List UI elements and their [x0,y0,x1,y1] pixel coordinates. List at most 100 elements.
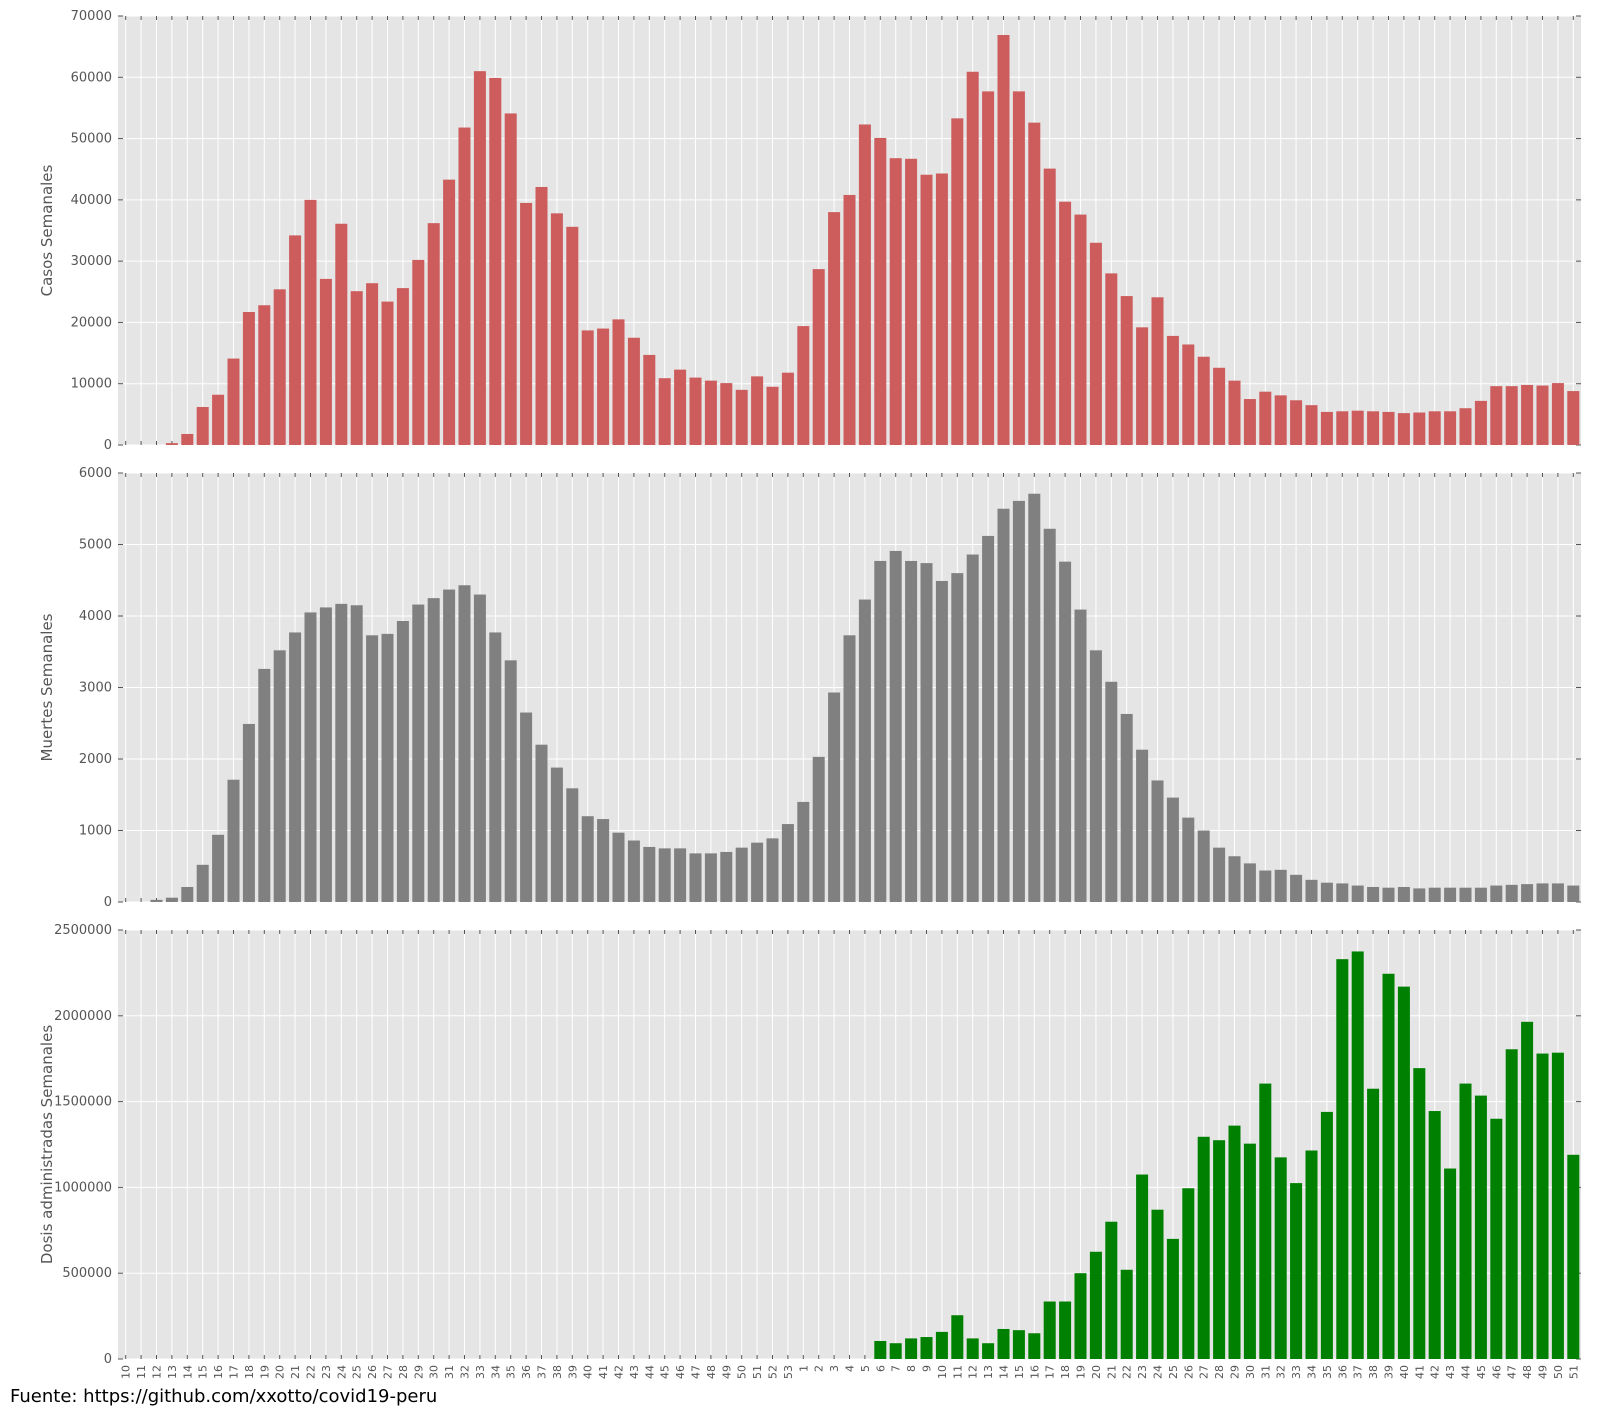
x-tick-label: 48 [1521,1365,1534,1379]
bar-dosis-80 [1351,951,1364,1359]
bar-casos-65 [1120,296,1133,445]
bar-casos-94 [1567,391,1580,445]
bar-dosis-90 [1505,1049,1518,1359]
x-tick-label: 36 [1336,1365,1349,1379]
bar-dosis-89 [1490,1118,1503,1359]
bar-muertes-33 [627,840,640,902]
x-tick-label: 53 [782,1365,795,1379]
x-tick-label: 33 [1290,1365,1303,1379]
bar-casos-46 [828,212,841,445]
chart-panel-muertes: 0 1000 2000 3000 4000 5000 6000 Muertes Semanal… [38,466,1581,910]
bar-casos-58 [1012,91,1025,445]
bar-casos-19 [412,259,425,445]
bar-dosis-88 [1474,1095,1487,1359]
bar-muertes-88 [1474,887,1487,902]
bar-dosis-78 [1320,1111,1333,1359]
bar-muertes-23 [473,594,486,902]
x-tick-label: 34 [1306,1365,1319,1379]
bar-casos-77 [1305,405,1318,445]
bar-dosis-74 [1259,1083,1272,1359]
x-tick-label: 21 [1105,1365,1118,1379]
x-tick-label: 20 [1090,1365,1103,1379]
x-tick-label: 23 [320,1365,333,1379]
x-tick-label: 46 [674,1365,687,1379]
bar-casos-64 [1105,273,1118,445]
bar-casos-28 [550,213,563,445]
x-tick-label: 2 [813,1365,826,1372]
bar-dosis-91 [1521,1021,1534,1359]
bar-casos-36 [674,369,687,445]
bar-casos-60 [1043,168,1056,445]
y-tick-label: 70000 [71,9,112,24]
bar-dosis-63 [1089,1251,1102,1359]
x-tick-label: 28 [397,1365,410,1379]
bar-dosis-69 [1182,1188,1195,1359]
bar-muertes-82 [1382,887,1395,902]
x-tick-label: 40 [582,1365,595,1379]
bar-casos-89 [1490,386,1503,445]
y-axis-title: Dosis administradas Semanales [38,1025,56,1264]
y-tick-label: 50000 [71,132,112,147]
bar-dosis-75 [1274,1157,1287,1359]
bar-muertes-10 [273,650,286,902]
y-tick-label: 2500000 [54,923,112,938]
bar-muertes-42 [766,838,779,902]
x-tick-label: 35 [1321,1365,1334,1379]
bar-muertes-14 [335,603,348,902]
bar-muertes-58 [1012,500,1025,902]
bar-dosis-57 [997,1328,1010,1359]
bar-casos-45 [812,269,825,445]
bar-dosis-66 [1136,1174,1149,1359]
bar-casos-43 [781,372,794,445]
bar-muertes-50 [889,550,902,902]
bar-casos-48 [858,124,871,446]
y-tick-label: 1500000 [54,1095,112,1110]
bar-casos-47 [843,194,856,445]
bar-muertes-21 [443,589,456,902]
bar-muertes-18 [396,621,409,902]
bar-muertes-92 [1536,883,1549,902]
bar-muertes-19 [412,604,425,902]
bar-dosis-60 [1043,1301,1056,1359]
bar-muertes-93 [1551,883,1564,902]
bar-casos-49 [874,137,887,446]
bar-muertes-31 [597,819,610,902]
bar-muertes-41 [751,842,764,902]
bar-casos-27 [535,186,548,446]
bar-muertes-56 [982,535,995,902]
y-tick-label: 3000 [79,681,112,696]
bar-casos-38 [704,380,717,445]
x-tick-label: 26 [1182,1365,1195,1379]
bar-casos-88 [1474,400,1487,445]
bar-casos-14 [335,223,348,445]
bar-casos-22 [458,127,471,445]
bar-dosis-68 [1166,1238,1179,1359]
bar-casos-41 [751,376,764,445]
y-tick-label: 10000 [71,377,112,392]
x-tick-label: 10 [936,1365,949,1379]
x-tick-label: 45 [659,1365,672,1379]
bar-casos-73 [1243,399,1256,445]
x-tick-label: 1 [797,1365,810,1372]
x-tick-label: 49 [1537,1365,1550,1379]
bar-dosis-62 [1074,1273,1087,1359]
source-note: Fuente: https://github.com/xxotto/covid1… [10,1386,438,1407]
x-tick-label: 42 [613,1365,626,1379]
x-tick-label: 18 [1059,1365,1072,1379]
bar-dosis-49 [874,1340,887,1359]
bar-casos-69 [1182,344,1195,445]
y-tick-label: 20000 [71,315,112,330]
bar-muertes-68 [1166,797,1179,902]
bar-muertes-26 [520,712,533,902]
bar-dosis-83 [1397,986,1410,1359]
bar-muertes-51 [905,560,918,902]
bar-casos-4 [181,433,194,445]
bar-dosis-77 [1305,1150,1318,1359]
bar-dosis-94 [1567,1154,1580,1359]
x-tick-label: 18 [243,1365,256,1379]
bar-muertes-25 [504,660,517,902]
bar-casos-52 [920,174,933,446]
x-tick-label: 14 [181,1365,194,1379]
x-tick-label: 37 [1352,1365,1365,1379]
bar-casos-25 [504,113,517,446]
